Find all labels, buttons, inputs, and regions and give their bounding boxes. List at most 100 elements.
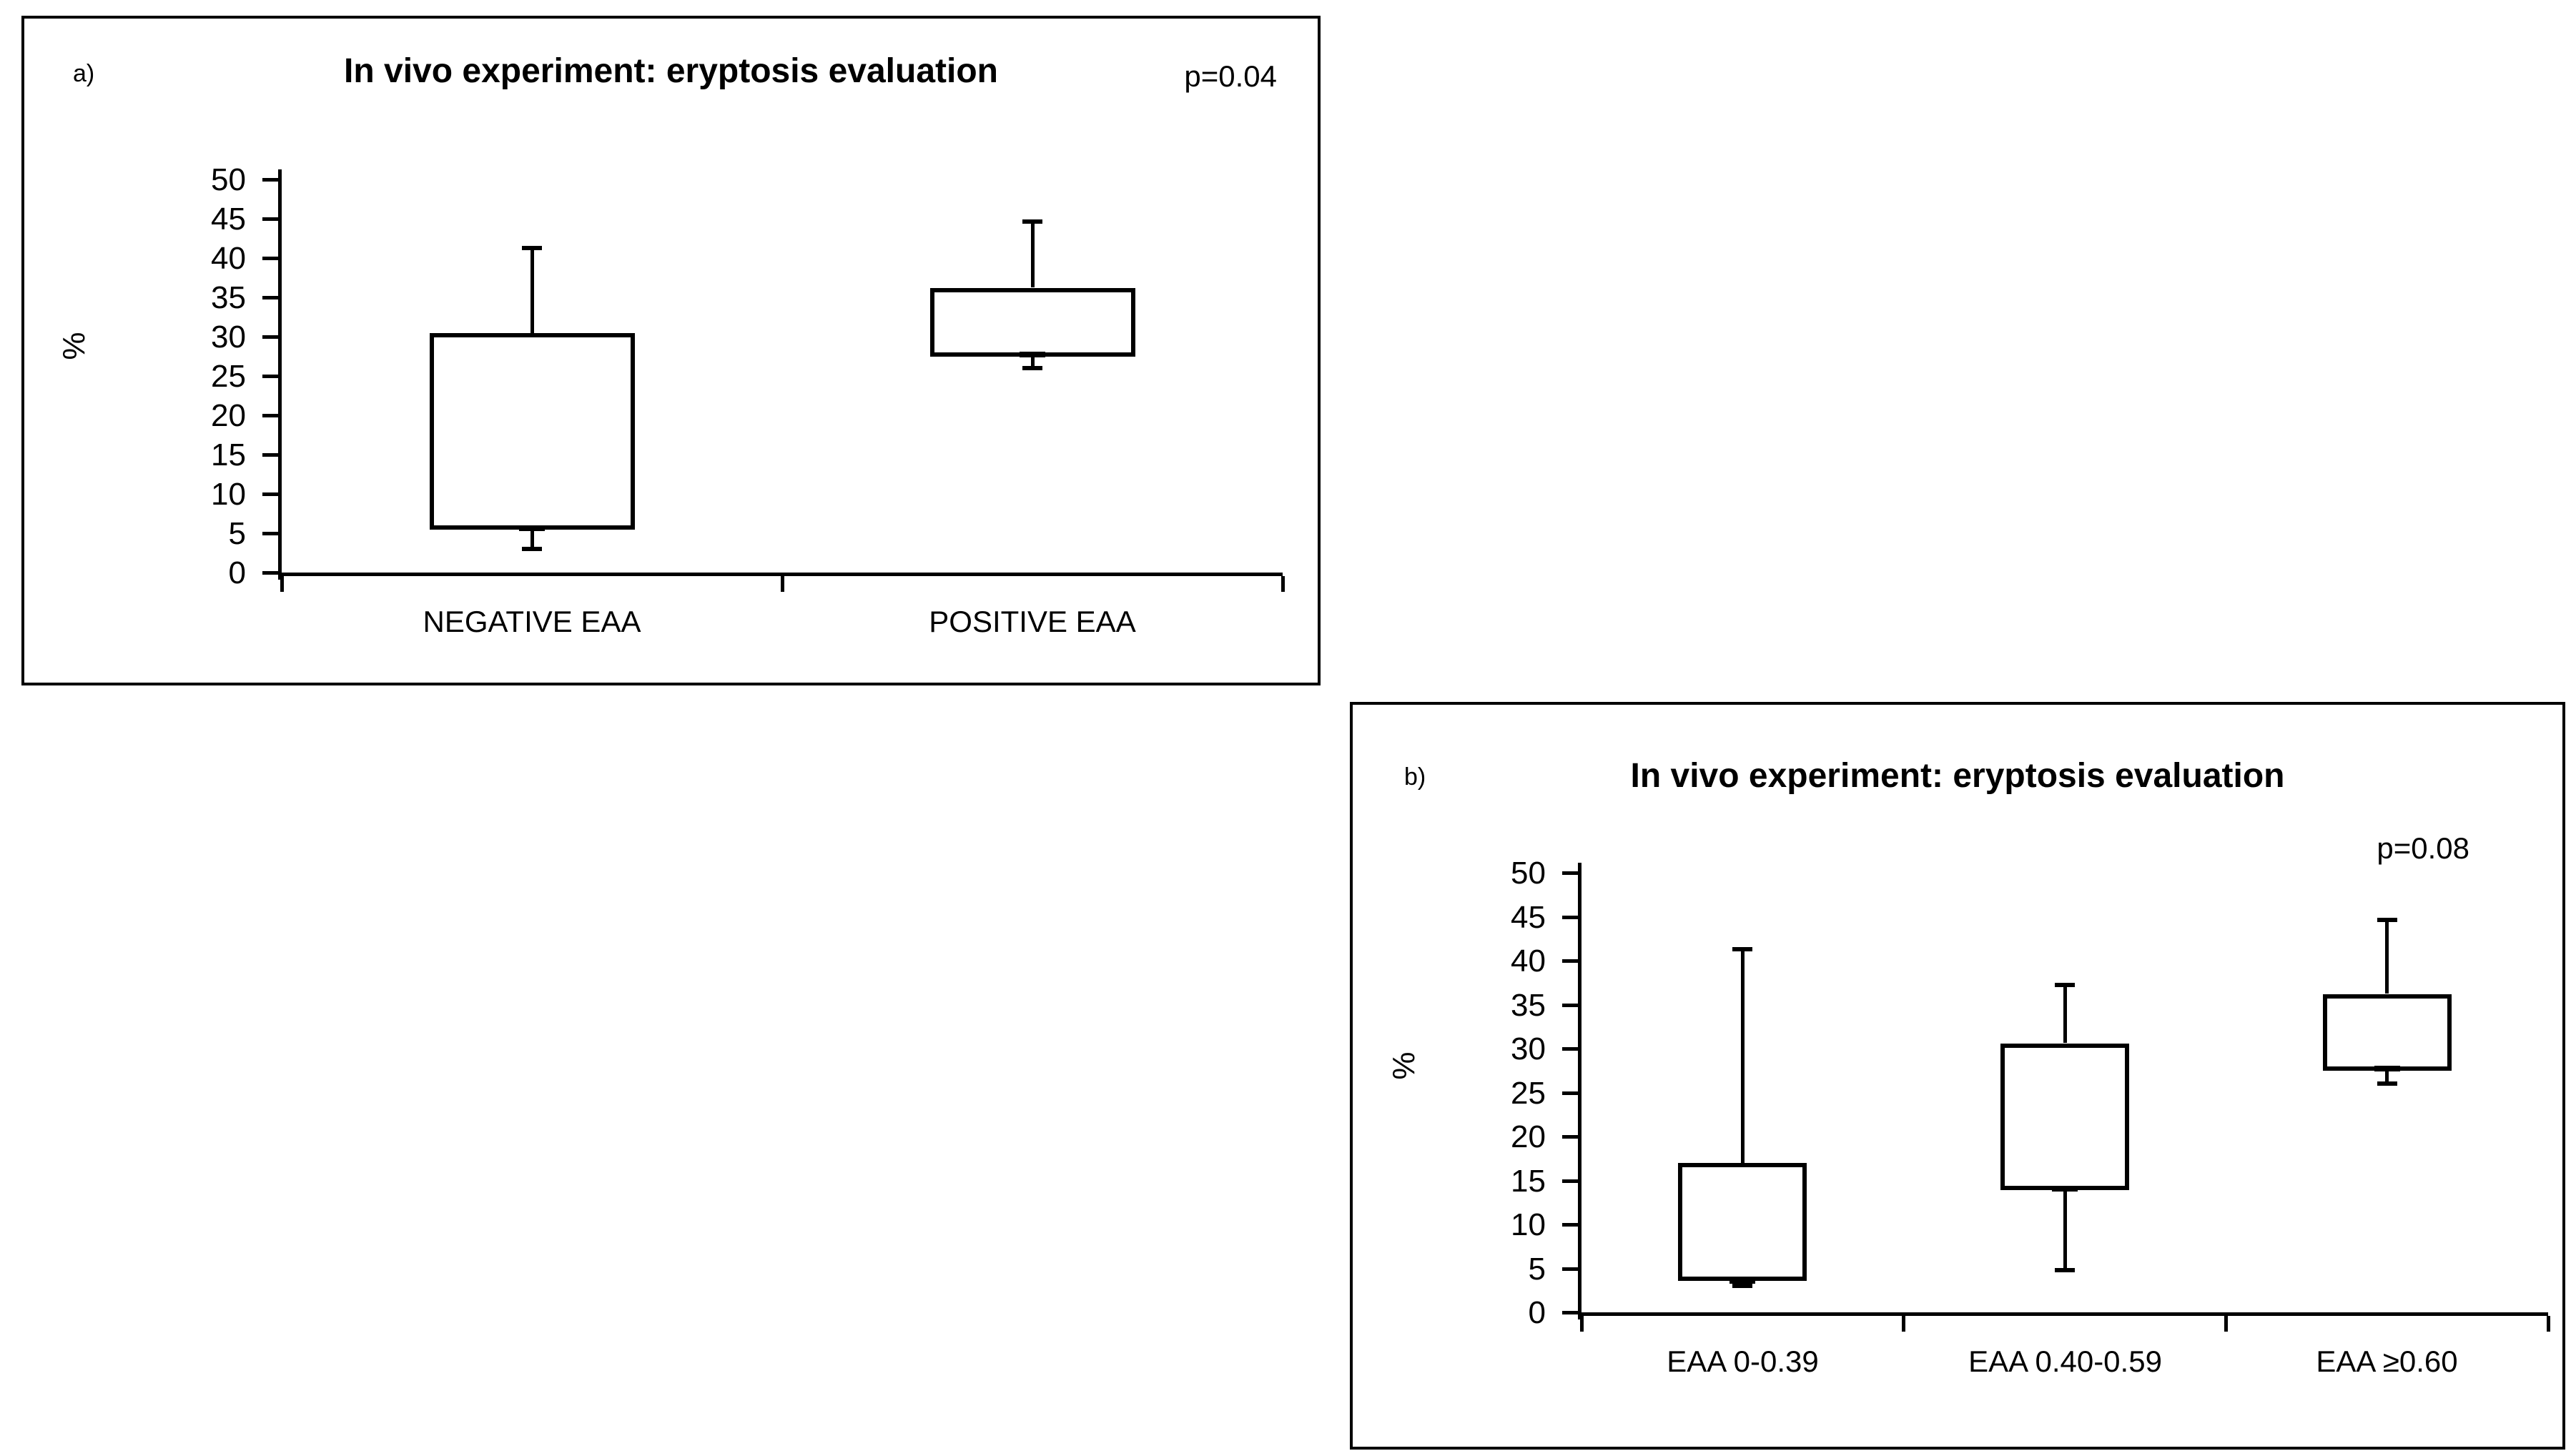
median-mark xyxy=(519,525,545,531)
y-tick-label: 15 xyxy=(1511,1164,1546,1199)
x-axis-tick xyxy=(1580,1316,1584,1332)
y-tick-label: 35 xyxy=(1511,988,1546,1023)
y-axis-tick xyxy=(262,178,278,182)
upper-whisker-cap xyxy=(1732,947,1752,951)
upper-whisker-cap xyxy=(2055,983,2075,987)
x-category-label: EAA 0-0.39 xyxy=(1667,1344,1819,1378)
median-mark xyxy=(2374,1066,2400,1071)
panel-a-plot-area: 0 5 10 15 20 25 30 35 40 45 50 NEGATIVE EAA POSITIVE… xyxy=(24,19,1318,683)
lower-whisker-line xyxy=(2063,1190,2067,1270)
lower-whisker-cap xyxy=(1022,366,1042,370)
lower-whisker-cap xyxy=(2377,1081,2397,1086)
panel-b: b) In vivo experiment: eryptosis evaluat… xyxy=(1350,702,2565,1450)
y-tick-label: 15 xyxy=(211,437,246,472)
x-axis-tick xyxy=(2547,1316,2550,1332)
y-tick-label: 45 xyxy=(1511,900,1546,935)
y-tick-label: 40 xyxy=(211,241,246,276)
y-tick-label: 30 xyxy=(211,320,246,355)
lower-whisker-line xyxy=(531,530,534,550)
upper-whisker-cap xyxy=(2377,918,2397,922)
upper-whisker-line xyxy=(2385,920,2389,994)
upper-whisker-line xyxy=(1031,222,1035,287)
upper-whisker-line xyxy=(2063,985,2067,1043)
y-axis-tick xyxy=(262,375,278,378)
y-tick-label: 0 xyxy=(1528,1295,1546,1330)
y-axis-tick xyxy=(1562,1223,1578,1227)
y-axis-tick xyxy=(262,571,278,575)
median-mark xyxy=(1020,352,1045,357)
y-axis-tick xyxy=(262,257,278,260)
y-tick-label: 40 xyxy=(1511,944,1546,979)
x-category-label: POSITIVE EAA xyxy=(929,605,1136,638)
y-axis-tick xyxy=(1562,1091,1578,1095)
x-axis-tick xyxy=(2224,1316,2228,1332)
median-mark xyxy=(2052,1186,2078,1192)
median-mark xyxy=(1729,1278,1755,1284)
y-tick-label: 45 xyxy=(211,202,246,237)
upper-whisker-cap xyxy=(522,246,542,250)
upper-whisker-line xyxy=(1741,949,1745,1163)
panel-b-p-value: p=0.08 xyxy=(2377,831,2469,865)
lower-whisker-cap xyxy=(522,547,542,551)
box-iqr xyxy=(430,333,635,530)
y-axis-tick xyxy=(1562,1311,1578,1314)
x-axis-tick xyxy=(781,576,784,592)
y-axis-tick xyxy=(1562,959,1578,963)
lower-whisker-line xyxy=(1031,357,1035,369)
y-axis-line xyxy=(1578,863,1581,1319)
y-axis-tick xyxy=(262,414,278,417)
panel-a-chart-title: In vivo experiment: eryptosis evaluation xyxy=(344,52,998,90)
lower-whisker-cap xyxy=(1732,1284,1752,1288)
y-tick-label: 50 xyxy=(1511,856,1546,891)
y-tick-label: 10 xyxy=(211,477,246,512)
box-iqr xyxy=(2323,994,2452,1071)
y-axis-tick xyxy=(262,335,278,339)
x-axis-line xyxy=(278,573,1283,576)
y-axis-tick xyxy=(262,217,278,221)
box-iqr xyxy=(930,288,1135,357)
x-axis-tick xyxy=(1902,1316,1905,1332)
panel-a-p-value: p=0.04 xyxy=(1184,59,1277,93)
y-axis-tick xyxy=(1562,916,1578,919)
y-tick-label: 25 xyxy=(1511,1076,1546,1111)
y-tick-label: 20 xyxy=(1511,1119,1546,1154)
y-tick-label: 50 xyxy=(211,162,246,197)
y-tick-label: 10 xyxy=(1511,1207,1546,1242)
y-axis-tick xyxy=(262,296,278,299)
x-category-label: EAA ≥0.60 xyxy=(2316,1344,2458,1378)
y-axis-tick xyxy=(262,532,278,535)
y-axis-tick xyxy=(1562,871,1578,875)
y-axis-tick xyxy=(262,453,278,457)
x-axis-tick xyxy=(1281,576,1285,592)
lower-whisker-line xyxy=(2385,1071,2389,1084)
y-tick-label: 5 xyxy=(228,516,246,551)
y-tick-label: 25 xyxy=(211,359,246,394)
y-tick-label: 30 xyxy=(1511,1031,1546,1066)
x-axis-line xyxy=(1578,1312,2548,1316)
x-category-label: NEGATIVE EAA xyxy=(423,605,641,638)
y-tick-label: 20 xyxy=(211,398,246,433)
box-iqr xyxy=(2000,1044,2129,1190)
y-axis-tick xyxy=(1562,1135,1578,1139)
upper-whisker-cap xyxy=(1022,219,1042,224)
y-axis-tick xyxy=(1562,1004,1578,1007)
panel-a-label: a) xyxy=(73,60,95,87)
y-axis-tick xyxy=(1562,1179,1578,1183)
box-iqr xyxy=(1678,1163,1807,1281)
panel-b-plot-area: 0 5 10 15 20 25 30 35 40 45 50 EAA 0-0.39 EAA 0.40-0… xyxy=(1353,705,2562,1447)
panel-a: a) In vivo experiment: eryptosis evaluat… xyxy=(21,16,1321,685)
y-tick-label: 35 xyxy=(211,280,246,315)
y-tick-label: 5 xyxy=(1528,1252,1546,1287)
y-axis-tick xyxy=(1562,1267,1578,1271)
panel-b-label: b) xyxy=(1404,763,1426,791)
panel-b-chart-title: In vivo experiment: eryptosis evaluation xyxy=(1630,757,2285,795)
y-axis-tick xyxy=(262,492,278,496)
x-category-label: EAA 0.40-0.59 xyxy=(1968,1344,2162,1378)
y-axis-line xyxy=(278,169,282,580)
y-axis-tick xyxy=(1562,1047,1578,1051)
upper-whisker-line xyxy=(531,248,534,333)
lower-whisker-cap xyxy=(2055,1268,2075,1272)
y-tick-label: 0 xyxy=(228,555,246,590)
x-axis-tick xyxy=(280,576,284,592)
